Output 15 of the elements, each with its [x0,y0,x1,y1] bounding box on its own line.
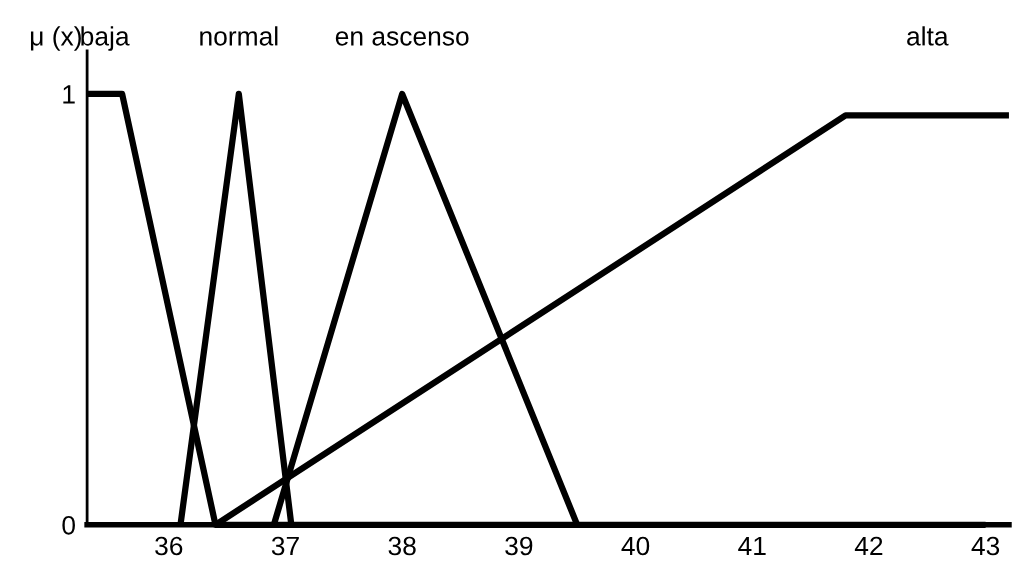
x-tick-label: 43 [971,536,1000,556]
x-tick-label: 36 [155,536,183,556]
y-tick-label: 0 [62,515,75,535]
series-label: baja [81,26,130,51]
text: en ascenso [335,31,469,46]
x-tick-label: 42 [854,536,883,556]
x-tick-label: 41 [738,536,766,556]
y-axis-title: μ (x) [30,26,81,51]
text: normal [200,26,278,46]
x-tick-label: 39 [505,536,533,556]
y-tick-label: 1 [63,85,75,104]
x-tick-label: 40 [621,536,650,556]
x-tick-label: 37 [271,536,299,556]
x-tick-label: 38 [388,536,416,556]
text: alta [907,26,949,46]
